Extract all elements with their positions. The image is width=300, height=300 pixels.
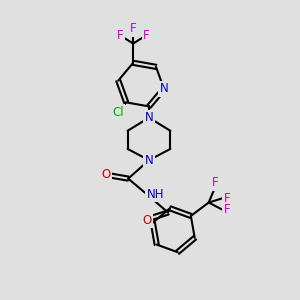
Text: F: F — [130, 22, 136, 35]
Text: N: N — [160, 82, 168, 95]
Text: O: O — [101, 168, 110, 181]
Text: O: O — [142, 214, 151, 227]
Text: NH: NH — [147, 188, 164, 201]
Text: F: F — [143, 29, 150, 42]
Text: N: N — [145, 154, 153, 167]
Text: F: F — [212, 176, 218, 189]
Text: Cl: Cl — [112, 106, 124, 118]
Text: F: F — [224, 192, 230, 205]
Text: F: F — [116, 29, 123, 42]
Text: N: N — [145, 111, 153, 124]
Text: F: F — [224, 203, 230, 217]
